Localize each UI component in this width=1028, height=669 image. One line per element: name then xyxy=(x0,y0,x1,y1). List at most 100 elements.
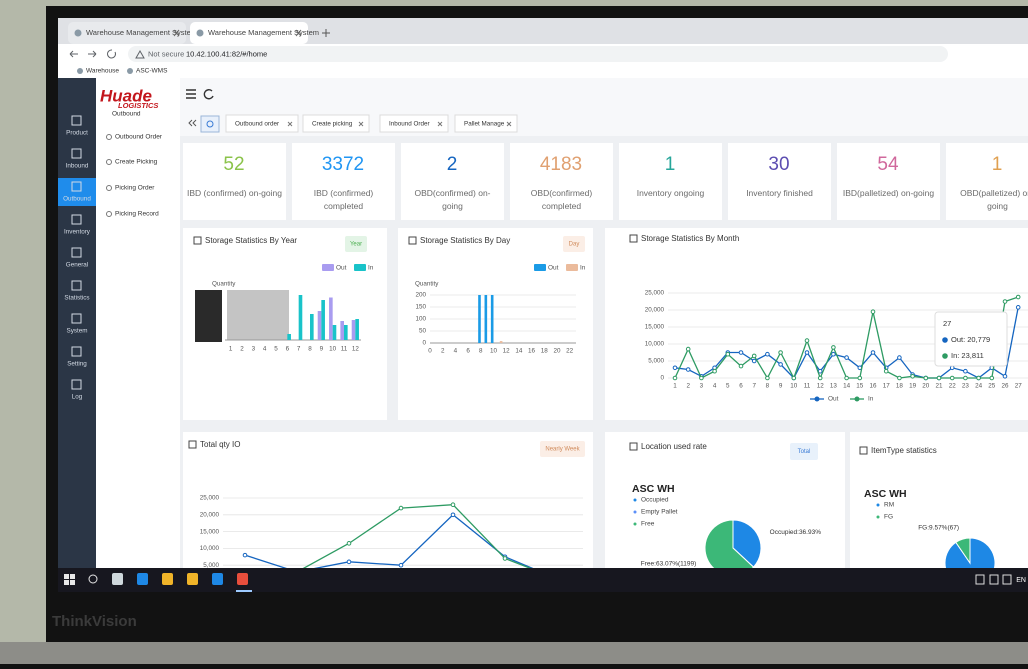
sidebar-item[interactable]: Inventory xyxy=(64,229,91,236)
legend-label: RM xyxy=(884,502,894,509)
tab-close xyxy=(295,29,302,37)
data-point xyxy=(502,556,508,561)
period-button[interactable] xyxy=(345,236,367,252)
x-tick-label: 8 xyxy=(308,346,312,353)
y-tick-label: 200 xyxy=(415,292,426,299)
x-tick-label: 23 xyxy=(962,383,970,390)
title-icon xyxy=(193,236,202,245)
data-point xyxy=(857,375,863,381)
data-point xyxy=(963,368,968,374)
sidebar-item[interactable]: Log xyxy=(72,394,83,401)
y-tick-label: 100 xyxy=(415,316,426,323)
pie-slice xyxy=(955,537,971,565)
page-tab[interactable] xyxy=(454,114,518,133)
legend-swatch xyxy=(534,264,546,271)
bookmarks-bar xyxy=(58,64,1028,78)
legend-label: Occupied xyxy=(641,497,669,504)
data-point xyxy=(738,350,744,355)
tab-close xyxy=(506,121,512,127)
x-tick-label: 17 xyxy=(883,383,891,390)
card-bg xyxy=(292,143,395,220)
sidebar-icon xyxy=(71,379,82,390)
submenu-item[interactable]: Outbound Order xyxy=(115,134,163,141)
taskbar-app[interactable] xyxy=(187,573,198,585)
chart-title: Total qty IO xyxy=(200,440,240,449)
legend-label: Out xyxy=(828,396,839,403)
tooltip-item: In: 23,811 xyxy=(951,351,984,360)
bar xyxy=(298,295,303,340)
legend-label: Out xyxy=(336,265,347,272)
period-button-label: Nearly Week xyxy=(545,447,580,453)
tab-favicon xyxy=(196,29,204,37)
page-tab[interactable] xyxy=(302,114,370,133)
title-icon xyxy=(408,236,417,245)
card-label-box: IBD (confirmed) on-going xyxy=(187,188,282,198)
legend-swatch xyxy=(566,264,578,271)
page-tab[interactable] xyxy=(225,114,299,133)
home-tab[interactable] xyxy=(200,115,220,133)
period-button[interactable] xyxy=(790,443,818,460)
card-label: IBD (confirmed) completed xyxy=(313,188,374,211)
page-tab-label: Create picking xyxy=(312,121,353,128)
y-tick-label: 20,000 xyxy=(645,307,665,314)
tray-icon xyxy=(975,574,985,585)
page-tab[interactable] xyxy=(379,114,449,133)
y-tick-label: 25,000 xyxy=(645,290,665,297)
browser-tab[interactable] xyxy=(190,22,308,44)
url: 10.42.100.41:82/#/home xyxy=(186,49,267,58)
panel-bg xyxy=(183,432,593,568)
start-icon xyxy=(64,574,69,579)
sidebar-item[interactable]: Statistics xyxy=(64,295,89,302)
menu-toggle[interactable] xyxy=(186,89,196,99)
submenu-item[interactable]: Picking Record xyxy=(115,211,159,218)
x-tick-label: 2 xyxy=(686,383,690,390)
taskbar-app[interactable] xyxy=(162,573,173,585)
logo-tagline: LOGISTICS xyxy=(118,101,158,110)
x-tick-label: 2 xyxy=(240,346,244,353)
pie-subtitle: ASC WH xyxy=(864,488,907,500)
stat-card: 4183 OBD(confirmed) completed xyxy=(510,143,613,220)
taskbar-app[interactable] xyxy=(212,573,223,585)
x-tick-label: 3 xyxy=(700,383,704,390)
period-button[interactable] xyxy=(540,441,585,457)
sidebar-item[interactable]: Product xyxy=(66,130,88,137)
legend-swatch xyxy=(322,264,334,271)
submenu-item[interactable]: Picking Order xyxy=(115,185,155,192)
submenu-icon xyxy=(106,211,112,217)
x-tick-label: 14 xyxy=(515,348,523,355)
taskbar-app[interactable] xyxy=(137,573,148,585)
browser-tab[interactable] xyxy=(68,22,186,44)
sidebar-item[interactable]: System xyxy=(67,328,88,335)
period-button[interactable] xyxy=(563,236,585,252)
desk xyxy=(0,642,1028,664)
data-point xyxy=(910,374,915,379)
submenu-icon xyxy=(106,134,112,140)
submenu-panel xyxy=(96,78,180,568)
card-value: 30 xyxy=(768,154,789,175)
legend-label: In xyxy=(368,265,374,272)
sidebar-item[interactable]: Setting xyxy=(67,361,87,368)
x-tick-label: 12 xyxy=(503,348,511,355)
taskbar-app[interactable] xyxy=(237,573,248,585)
sidebar-item[interactable]: Outbound xyxy=(63,196,91,203)
tooltip-item: Out: 20,779 xyxy=(951,335,990,344)
data-point xyxy=(844,375,849,381)
sidebar-item[interactable]: General xyxy=(66,262,88,269)
sidebar-icon xyxy=(71,214,82,225)
data-point xyxy=(699,375,704,381)
sidebar-icon xyxy=(71,280,82,291)
address-field[interactable] xyxy=(128,46,948,62)
data-point xyxy=(976,375,981,381)
taskbar-active xyxy=(236,590,252,592)
stat-card: 30 Inventory finished xyxy=(728,143,831,220)
taskbar-app[interactable] xyxy=(112,573,123,585)
submenu-item[interactable]: Create Picking xyxy=(115,159,158,166)
chart-title: Storage Statistics By Day xyxy=(420,236,510,245)
panel-bg xyxy=(850,432,1028,568)
start-icon xyxy=(64,580,69,585)
data-point xyxy=(450,502,456,508)
refresh[interactable] xyxy=(203,89,214,100)
sidebar-item[interactable]: Inbound xyxy=(66,163,89,170)
x-tick-label: 9 xyxy=(779,383,783,390)
submenu-title: Outbound xyxy=(112,111,141,118)
